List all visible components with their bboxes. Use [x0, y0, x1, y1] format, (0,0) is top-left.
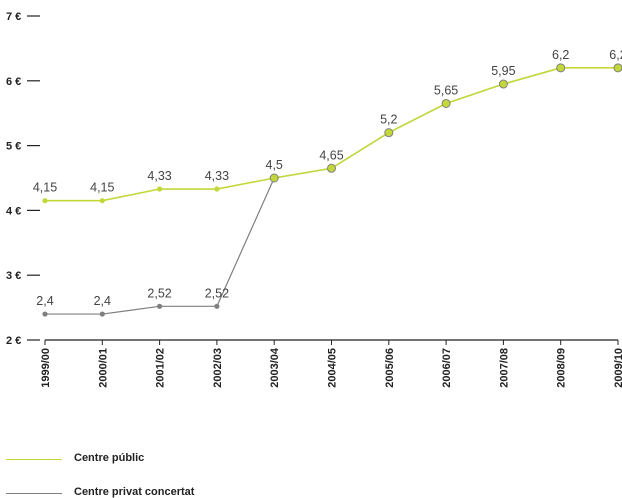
data-point — [327, 163, 336, 173]
data-label: 2,4 — [36, 294, 53, 308]
x-tick-label: 2005/06 — [384, 348, 396, 388]
x-tick-label: 1999/00 — [40, 348, 52, 388]
data-label: 2,52 — [147, 286, 171, 300]
data-label: 5,65 — [434, 83, 458, 97]
x-tick-label: 2000/01 — [97, 348, 109, 388]
y-tick-label: 5 € — [6, 141, 21, 153]
data-label: 4,33 — [147, 169, 171, 183]
data-point — [99, 198, 105, 204]
data-label: 2,52 — [205, 286, 229, 300]
data-label: 5,95 — [491, 64, 515, 78]
data-label: 4,65 — [319, 148, 343, 162]
data-point — [42, 311, 48, 317]
x-tick-label: 2002/03 — [212, 348, 224, 388]
data-point — [613, 63, 622, 73]
series-lines — [42, 63, 622, 317]
legend-label-centre-privat: Centre privat concertat — [74, 486, 195, 498]
data-point — [498, 79, 508, 89]
data-point — [556, 63, 566, 73]
y-axis: 2 € 3 € 4 € 5 € 6 € 7 € — [6, 11, 40, 347]
x-tick-label: 2001/02 — [155, 348, 167, 388]
data-point — [384, 128, 394, 138]
data-point — [42, 198, 48, 204]
data-label: 4,15 — [33, 181, 57, 195]
data-label: 4,15 — [90, 181, 114, 195]
data-labels: 4,15 4,15 4,33 4,33 4,5 4,65 5,2 5,65 5,95 6,2 6, 2… — [33, 48, 622, 308]
data-label: 6,2 — [609, 48, 622, 62]
y-tick-label: 7 € — [6, 11, 21, 23]
data-label: 4,5 — [266, 158, 283, 172]
x-tick-label: 2007/08 — [498, 348, 510, 388]
data-point — [99, 311, 105, 317]
data-point — [269, 173, 279, 183]
data-point — [214, 186, 220, 192]
x-tick-label: 2008/09 — [556, 348, 568, 388]
x-axis: 1999/00 2000/01 2001/02 2002/03 2003/04 2004/… — [40, 339, 622, 388]
x-tick-label: 2009/10 — [613, 348, 622, 388]
data-label: 5,2 — [380, 113, 397, 127]
series-line — [45, 67, 618, 202]
y-tick-label: 6 € — [6, 76, 21, 88]
data-label: 4,33 — [205, 169, 229, 183]
y-tick-label: 2 € — [6, 335, 21, 347]
legend-label-centre-public: Centre públic — [74, 452, 145, 464]
data-label: 2,4 — [94, 294, 111, 308]
data-point — [441, 98, 451, 108]
x-tick-label: 2004/05 — [327, 348, 339, 388]
data-point — [214, 303, 220, 309]
x-tick-label: 2006/07 — [441, 348, 453, 388]
data-point — [157, 186, 163, 192]
legend-swatch-centre-privat — [6, 493, 62, 494]
data-point — [157, 303, 163, 309]
legend-swatch-centre-public — [6, 459, 62, 460]
data-label: 6,2 — [552, 48, 569, 62]
series-line — [45, 67, 618, 315]
y-tick-label: 4 € — [6, 205, 21, 217]
y-tick-label: 3 € — [6, 270, 21, 282]
x-tick-label: 2003/04 — [269, 347, 281, 388]
